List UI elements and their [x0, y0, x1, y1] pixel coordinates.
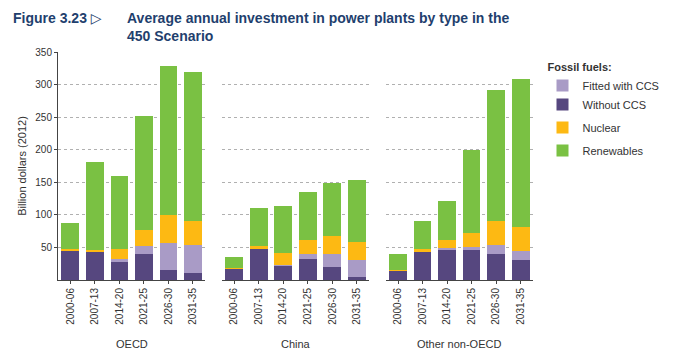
svg-text:Renewables: Renewables [583, 145, 644, 157]
svg-text:2014-20: 2014-20 [277, 288, 288, 325]
svg-text:2014-20: 2014-20 [114, 288, 125, 325]
svg-text:Billion dollars (2012): Billion dollars (2012) [16, 116, 28, 216]
svg-text:2007-13: 2007-13 [253, 288, 264, 325]
svg-text:2031-35: 2031-35 [187, 288, 198, 325]
svg-text:OECD: OECD [116, 338, 148, 350]
svg-text:2026-30: 2026-30 [163, 288, 174, 325]
svg-text:Without CCS: Without CCS [583, 99, 647, 111]
svg-text:2021-25: 2021-25 [466, 288, 477, 325]
svg-text:100: 100 [35, 209, 52, 220]
svg-text:2026-30: 2026-30 [327, 288, 338, 325]
svg-text:2007-13: 2007-13 [89, 288, 100, 325]
svg-text:350: 350 [35, 47, 52, 58]
svg-text:50: 50 [41, 242, 53, 253]
svg-text:2000-06: 2000-06 [392, 288, 403, 325]
svg-text:Average annual investment in p: Average annual investment in power plant… [127, 10, 509, 44]
svg-text:200: 200 [35, 144, 52, 155]
svg-text:2026-30: 2026-30 [490, 288, 501, 325]
svg-text:2021-25: 2021-25 [302, 288, 313, 325]
svg-text:2007-13: 2007-13 [417, 288, 428, 325]
svg-text:Other non-OECD: Other non-OECD [417, 338, 501, 350]
svg-text:Fitted with CCS: Fitted with CCS [583, 80, 659, 92]
svg-text:China: China [281, 338, 311, 350]
svg-text:2021-25: 2021-25 [138, 288, 149, 325]
svg-text:Fossil fuels:: Fossil fuels: [548, 61, 612, 73]
svg-text:Nuclear: Nuclear [583, 122, 621, 134]
svg-text:300: 300 [35, 79, 52, 90]
svg-text:2031-35: 2031-35 [351, 288, 362, 325]
svg-text:2000-06: 2000-06 [228, 288, 239, 325]
svg-text:2000-06: 2000-06 [65, 288, 76, 325]
svg-text:2014-20: 2014-20 [441, 288, 452, 325]
svg-text:250: 250 [35, 112, 52, 123]
svg-text:150: 150 [35, 177, 52, 188]
svg-text:Figure 3.23 ▷: Figure 3.23 ▷ [13, 10, 102, 26]
svg-text:2031-35: 2031-35 [515, 288, 526, 325]
